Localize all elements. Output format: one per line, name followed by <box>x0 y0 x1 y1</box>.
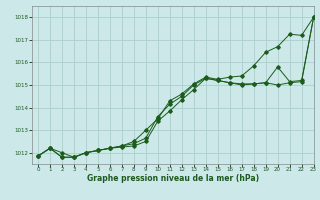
X-axis label: Graphe pression niveau de la mer (hPa): Graphe pression niveau de la mer (hPa) <box>87 174 259 183</box>
